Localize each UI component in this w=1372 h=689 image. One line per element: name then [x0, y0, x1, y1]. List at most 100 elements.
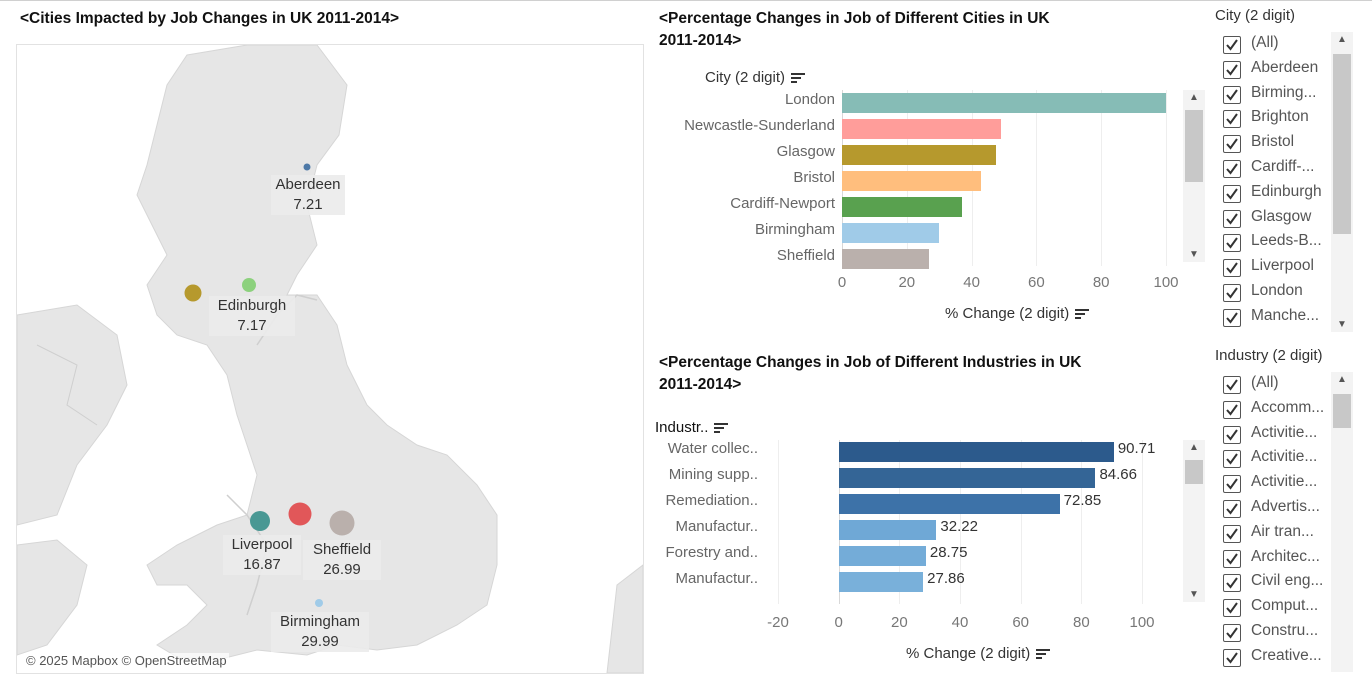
bar[interactable]: [842, 119, 1001, 139]
filter-option[interactable]: Activitie...: [1223, 424, 1328, 446]
scroll-up-icon[interactable]: ▲: [1337, 374, 1347, 385]
filter-option[interactable]: Liverpool: [1223, 257, 1328, 279]
bar[interactable]: [838, 468, 1096, 488]
checkbox[interactable]: [1223, 135, 1241, 154]
scroll-down-icon[interactable]: ▼: [1189, 249, 1199, 260]
checkbox[interactable]: [1223, 234, 1241, 253]
bar[interactable]: [842, 223, 940, 243]
filter-option[interactable]: Activitie...: [1223, 448, 1328, 470]
category-label[interactable]: London: [784, 91, 835, 108]
checkbox[interactable]: [1223, 599, 1241, 618]
industry-filter-scrollbar[interactable]: ▲: [1331, 372, 1353, 672]
city-chart-scrollbar[interactable]: ▲ ▼: [1183, 90, 1205, 262]
filter-option[interactable]: (All): [1223, 34, 1328, 56]
checkbox[interactable]: [1223, 259, 1241, 278]
bar[interactable]: [838, 442, 1114, 462]
checkbox[interactable]: [1223, 450, 1241, 469]
scroll-thumb[interactable]: [1185, 460, 1203, 484]
filter-option[interactable]: Architec...: [1223, 548, 1328, 570]
bar[interactable]: [838, 572, 924, 592]
category-label[interactable]: Manufactur..: [675, 518, 758, 535]
filter-option[interactable]: Accomm...: [1223, 399, 1328, 421]
checkbox[interactable]: [1223, 308, 1241, 327]
filter-option[interactable]: Edinburgh: [1223, 183, 1328, 205]
category-label[interactable]: Birmingham: [754, 221, 835, 238]
checkbox[interactable]: [1223, 85, 1241, 104]
marker-liverpool[interactable]: [250, 511, 270, 531]
bar[interactable]: [842, 171, 982, 191]
filter-option[interactable]: Birming...: [1223, 84, 1328, 106]
category-label[interactable]: Water collec..: [667, 440, 758, 457]
category-label[interactable]: Forestry and..: [665, 544, 758, 561]
bar[interactable]: [838, 494, 1060, 514]
bar[interactable]: [842, 249, 930, 269]
filter-option[interactable]: Constru...: [1223, 622, 1328, 644]
industry-dimension-header[interactable]: Industr..: [655, 419, 729, 436]
scroll-up-icon[interactable]: ▲: [1337, 34, 1347, 45]
checkbox[interactable]: [1223, 160, 1241, 178]
filter-option[interactable]: Bristol: [1223, 133, 1328, 155]
checkbox[interactable]: [1223, 209, 1241, 228]
uk-map[interactable]: Aberdeen 7.21 Edinburgh 7.17 Liverpool 16.8…: [16, 44, 644, 674]
checkbox[interactable]: [1223, 376, 1241, 394]
category-label[interactable]: Sheffield: [776, 247, 835, 264]
checkbox[interactable]: [1223, 475, 1241, 494]
filter-option[interactable]: (All): [1223, 374, 1328, 396]
sort-icon[interactable]: [791, 73, 806, 84]
scroll-thumb[interactable]: [1333, 54, 1351, 234]
filter-option[interactable]: Air tran...: [1223, 523, 1328, 545]
checkbox[interactable]: [1223, 110, 1241, 129]
bar[interactable]: [838, 546, 926, 566]
scroll-up-icon[interactable]: ▲: [1189, 442, 1199, 453]
category-label[interactable]: Bristol: [793, 169, 835, 186]
city-dimension-header[interactable]: City (2 digit): [705, 69, 806, 86]
marker-sheffield[interactable]: [329, 510, 355, 536]
filter-option[interactable]: Manche...: [1223, 307, 1328, 329]
scroll-down-icon[interactable]: ▼: [1189, 589, 1199, 600]
category-label[interactable]: Cardiff-Newport: [730, 195, 835, 212]
category-label[interactable]: Glasgow: [776, 143, 835, 160]
checkbox[interactable]: [1223, 574, 1241, 593]
category-label[interactable]: Mining supp..: [668, 466, 758, 483]
checkbox[interactable]: [1223, 284, 1241, 302]
marker-manchester[interactable]: [288, 502, 312, 526]
scroll-up-icon[interactable]: ▲: [1189, 92, 1199, 103]
sort-icon[interactable]: [1075, 309, 1090, 320]
scroll-thumb[interactable]: [1333, 394, 1351, 428]
checkbox[interactable]: [1223, 184, 1241, 203]
filter-option[interactable]: Cardiff-...: [1223, 158, 1328, 180]
checkbox[interactable]: [1223, 500, 1241, 518]
checkbox[interactable]: [1223, 648, 1241, 667]
filter-option[interactable]: Creative...: [1223, 647, 1328, 669]
checkbox[interactable]: [1223, 36, 1241, 54]
filter-option[interactable]: Activitie...: [1223, 473, 1328, 495]
bar[interactable]: [842, 93, 1166, 113]
checkbox[interactable]: [1223, 549, 1241, 568]
filter-option[interactable]: Aberdeen: [1223, 59, 1328, 81]
filter-option[interactable]: Glasgow: [1223, 208, 1328, 230]
filter-option[interactable]: Comput...: [1223, 597, 1328, 619]
sort-icon[interactable]: [714, 423, 729, 434]
filter-option[interactable]: Civil eng...: [1223, 572, 1328, 594]
bar[interactable]: [842, 197, 962, 217]
category-label[interactable]: Manufactur..: [675, 570, 758, 587]
marker-aberdeen[interactable]: [303, 163, 311, 171]
filter-option[interactable]: Brighton: [1223, 108, 1328, 130]
marker-birmingham[interactable]: [315, 599, 323, 607]
sort-icon[interactable]: [1036, 649, 1051, 660]
city-filter-scrollbar[interactable]: ▲ ▼: [1331, 32, 1353, 332]
checkbox[interactable]: [1223, 60, 1241, 79]
category-label[interactable]: Remediation..: [665, 492, 758, 509]
checkbox[interactable]: [1223, 400, 1241, 419]
bar[interactable]: [838, 520, 937, 540]
bar[interactable]: [842, 145, 996, 165]
marker-glasgow[interactable]: [184, 284, 202, 302]
checkbox[interactable]: [1223, 425, 1241, 444]
filter-option[interactable]: Advertis...: [1223, 498, 1328, 520]
category-label[interactable]: Newcastle-Sunderland: [684, 117, 835, 134]
filter-option[interactable]: Leeds-B...: [1223, 232, 1328, 254]
scroll-thumb[interactable]: [1185, 110, 1203, 182]
checkbox[interactable]: [1223, 524, 1241, 543]
scroll-down-icon[interactable]: ▼: [1337, 319, 1347, 330]
filter-option[interactable]: London: [1223, 282, 1328, 304]
